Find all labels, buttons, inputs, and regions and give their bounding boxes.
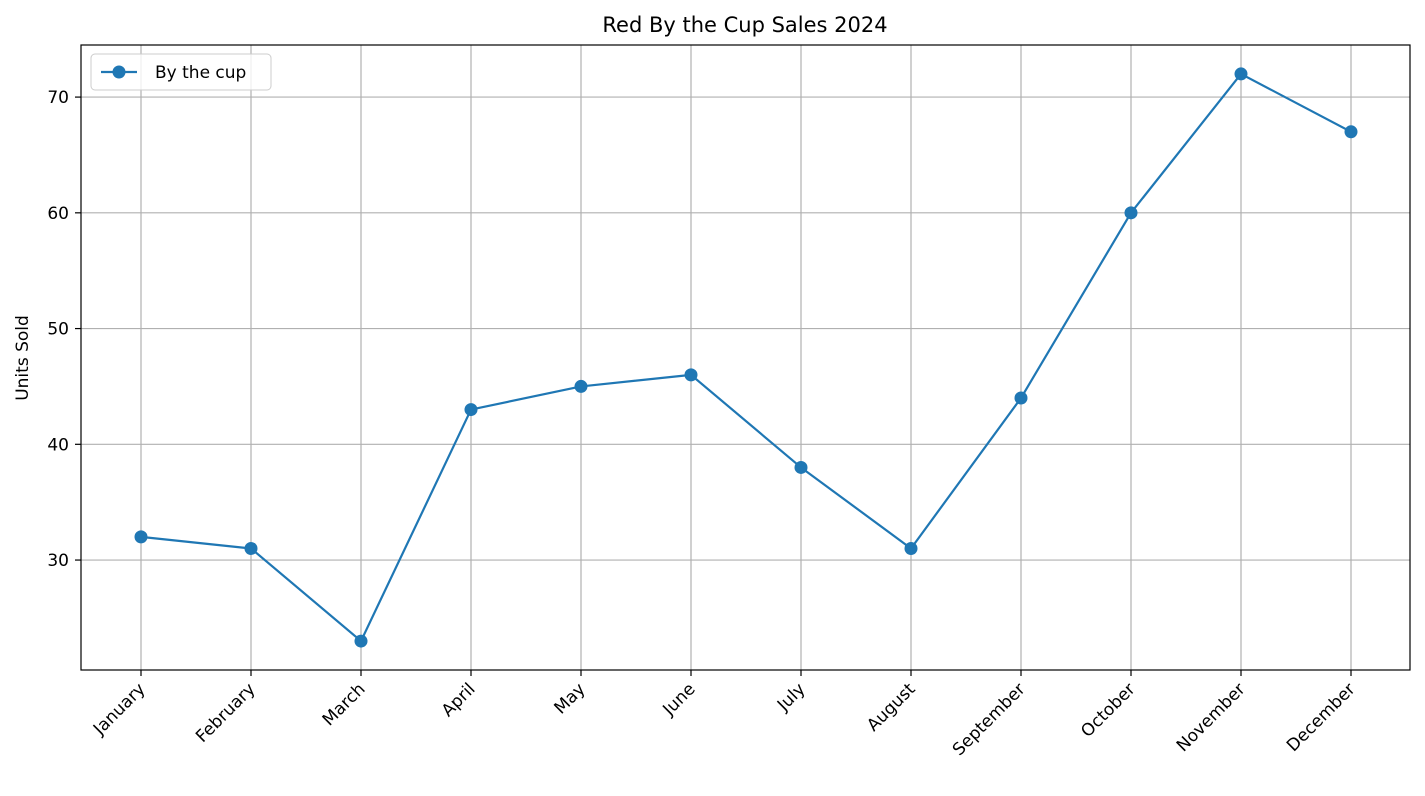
data-point bbox=[1124, 206, 1138, 220]
data-point bbox=[244, 541, 258, 555]
series-line bbox=[140, 72, 1352, 643]
data-point bbox=[1344, 125, 1358, 139]
legend-marker bbox=[112, 65, 126, 79]
legend-label: By the cup bbox=[155, 63, 246, 83]
x-tick-label: December bbox=[1283, 679, 1359, 755]
y-tick-label: 30 bbox=[47, 551, 69, 571]
legend-box bbox=[90, 53, 272, 91]
x-tick-label: June bbox=[659, 679, 700, 720]
y-tick-label: 60 bbox=[47, 204, 69, 224]
legend: By the cup bbox=[90, 53, 272, 91]
data-point bbox=[574, 379, 588, 393]
y-axis: 30 40 50 60 70 bbox=[47, 88, 81, 571]
x-tick-label: September bbox=[949, 679, 1030, 760]
data-point bbox=[794, 460, 808, 474]
x-tick-label: March bbox=[319, 679, 370, 730]
y-tick-label: 50 bbox=[47, 320, 69, 340]
x-tick-label: May bbox=[551, 679, 590, 718]
x-axis: January February March April May June July Augu… bbox=[89, 670, 1360, 760]
data-point bbox=[134, 530, 148, 544]
data-point bbox=[464, 403, 478, 417]
y-tick-label: 70 bbox=[47, 88, 69, 108]
grid bbox=[81, 45, 1410, 670]
x-tick-label: July bbox=[773, 679, 809, 715]
data-point bbox=[684, 368, 698, 382]
series-layer bbox=[134, 67, 1358, 648]
x-tick-label: August bbox=[863, 679, 919, 735]
y-tick-label: 40 bbox=[47, 435, 69, 455]
x-tick-label: January bbox=[89, 679, 149, 739]
data-point bbox=[1234, 67, 1248, 81]
x-tick-label: February bbox=[192, 679, 259, 746]
data-point bbox=[904, 541, 918, 555]
chart-title: Red By the Cup Sales 2024 bbox=[602, 13, 887, 37]
data-point bbox=[354, 634, 368, 648]
x-tick-label: October bbox=[1077, 679, 1139, 741]
x-tick-label: April bbox=[438, 679, 480, 721]
x-tick-label: November bbox=[1173, 679, 1250, 756]
y-axis-label: Units Sold bbox=[13, 315, 33, 401]
plot-area-frame bbox=[80, 44, 1411, 671]
data-point bbox=[1014, 391, 1028, 405]
